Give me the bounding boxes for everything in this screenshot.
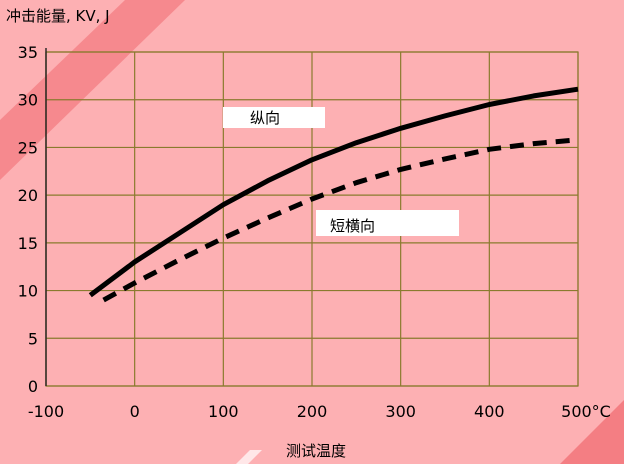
y-tick-label: 30 (18, 91, 38, 110)
y-tick-label: 5 (28, 329, 38, 348)
annotation-label: 短横向 (330, 217, 375, 235)
axes: 0 5 10 15 20 25 30 35 -100 0 100 200 300 400 500°C (18, 43, 611, 421)
y-tick-label: 0 (28, 377, 38, 396)
x-tick-label: 0 (130, 402, 140, 421)
annotation-label: 纵向 (250, 109, 280, 127)
x-axis-label: 测试温度 (286, 442, 346, 460)
y-tick-label: 25 (18, 138, 38, 157)
decor-stripe-bottom-right (560, 400, 624, 464)
x-tick-label: 500°C (561, 402, 611, 421)
decor-stripe-bottom-mid (236, 450, 262, 464)
series-group (88, 86, 579, 303)
y-axis-label: 冲击能量, KV, J (6, 7, 110, 25)
x-tick-label: 100 (208, 402, 239, 421)
annotation-box (223, 107, 325, 128)
x-tick-label: -100 (28, 402, 64, 421)
series-line-short-transverse (102, 137, 579, 303)
x-tick-label: 400 (474, 402, 505, 421)
y-tick-label: 15 (18, 234, 38, 253)
y-tick-label: 10 (18, 282, 38, 301)
series-line-longitudinal (88, 86, 579, 298)
x-tick-label: 200 (297, 402, 328, 421)
x-tick-label: 300 (385, 402, 416, 421)
annotation-box (316, 210, 459, 236)
y-tick-label: 35 (18, 43, 38, 62)
y-tick-label: 20 (18, 186, 38, 205)
